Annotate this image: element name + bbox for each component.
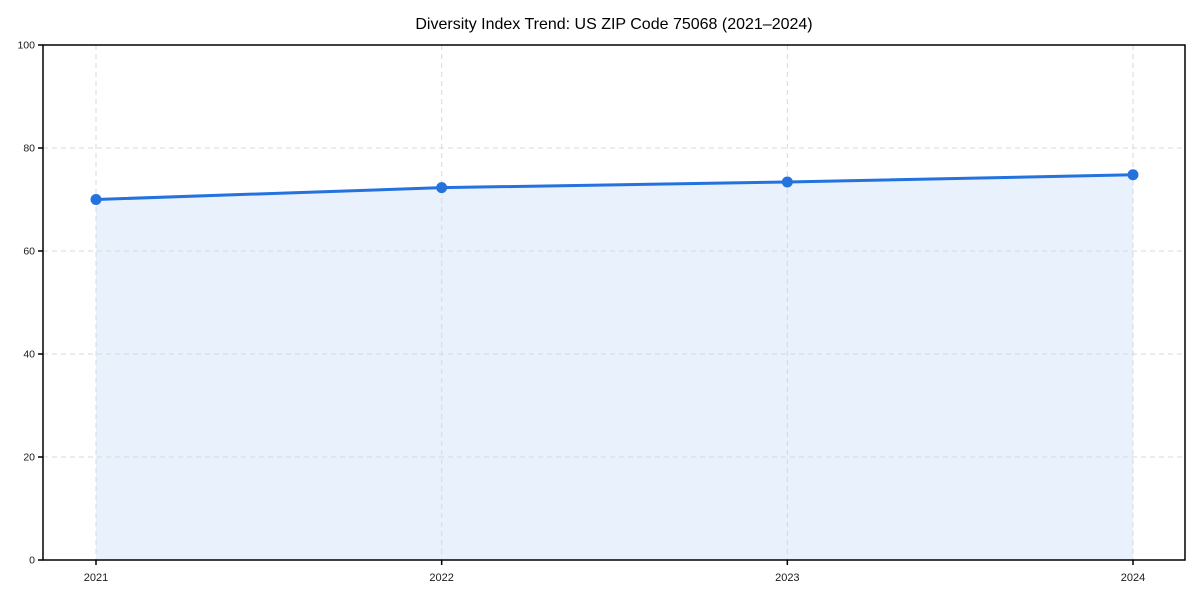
x-tick-label: 2024 bbox=[1121, 572, 1145, 584]
data-marker-layer bbox=[90, 169, 1139, 205]
x-tick-label: 2022 bbox=[429, 572, 453, 584]
y-tick-label: 20 bbox=[23, 452, 35, 464]
plot-frame bbox=[42, 44, 1186, 561]
axis-tick-layer: 0 20 40 60 80 100 2021 2022 2023 2024 bbox=[17, 40, 1145, 584]
data-point-marker bbox=[1127, 169, 1139, 181]
data-point-marker bbox=[90, 194, 102, 205]
y-tick-label: 80 bbox=[23, 143, 35, 155]
y-tick-label: 100 bbox=[17, 40, 35, 52]
x-tick-label: 2023 bbox=[775, 572, 799, 584]
y-tick-label: 0 bbox=[29, 555, 35, 567]
gridline-layer bbox=[43, 45, 1185, 560]
y-tick-label: 40 bbox=[23, 349, 35, 361]
x-tick-label: 2021 bbox=[84, 572, 108, 584]
area-fill-layer bbox=[96, 174, 1133, 560]
y-tick-label: 60 bbox=[23, 246, 35, 258]
data-point-marker bbox=[781, 176, 793, 188]
data-line-layer bbox=[94, 173, 1135, 201]
chart-title: Diversity Index Trend: US ZIP Code 75068… bbox=[415, 16, 812, 33]
area-fill bbox=[96, 174, 1133, 560]
diversity-index-line bbox=[94, 173, 1135, 201]
data-point-marker bbox=[436, 182, 448, 194]
